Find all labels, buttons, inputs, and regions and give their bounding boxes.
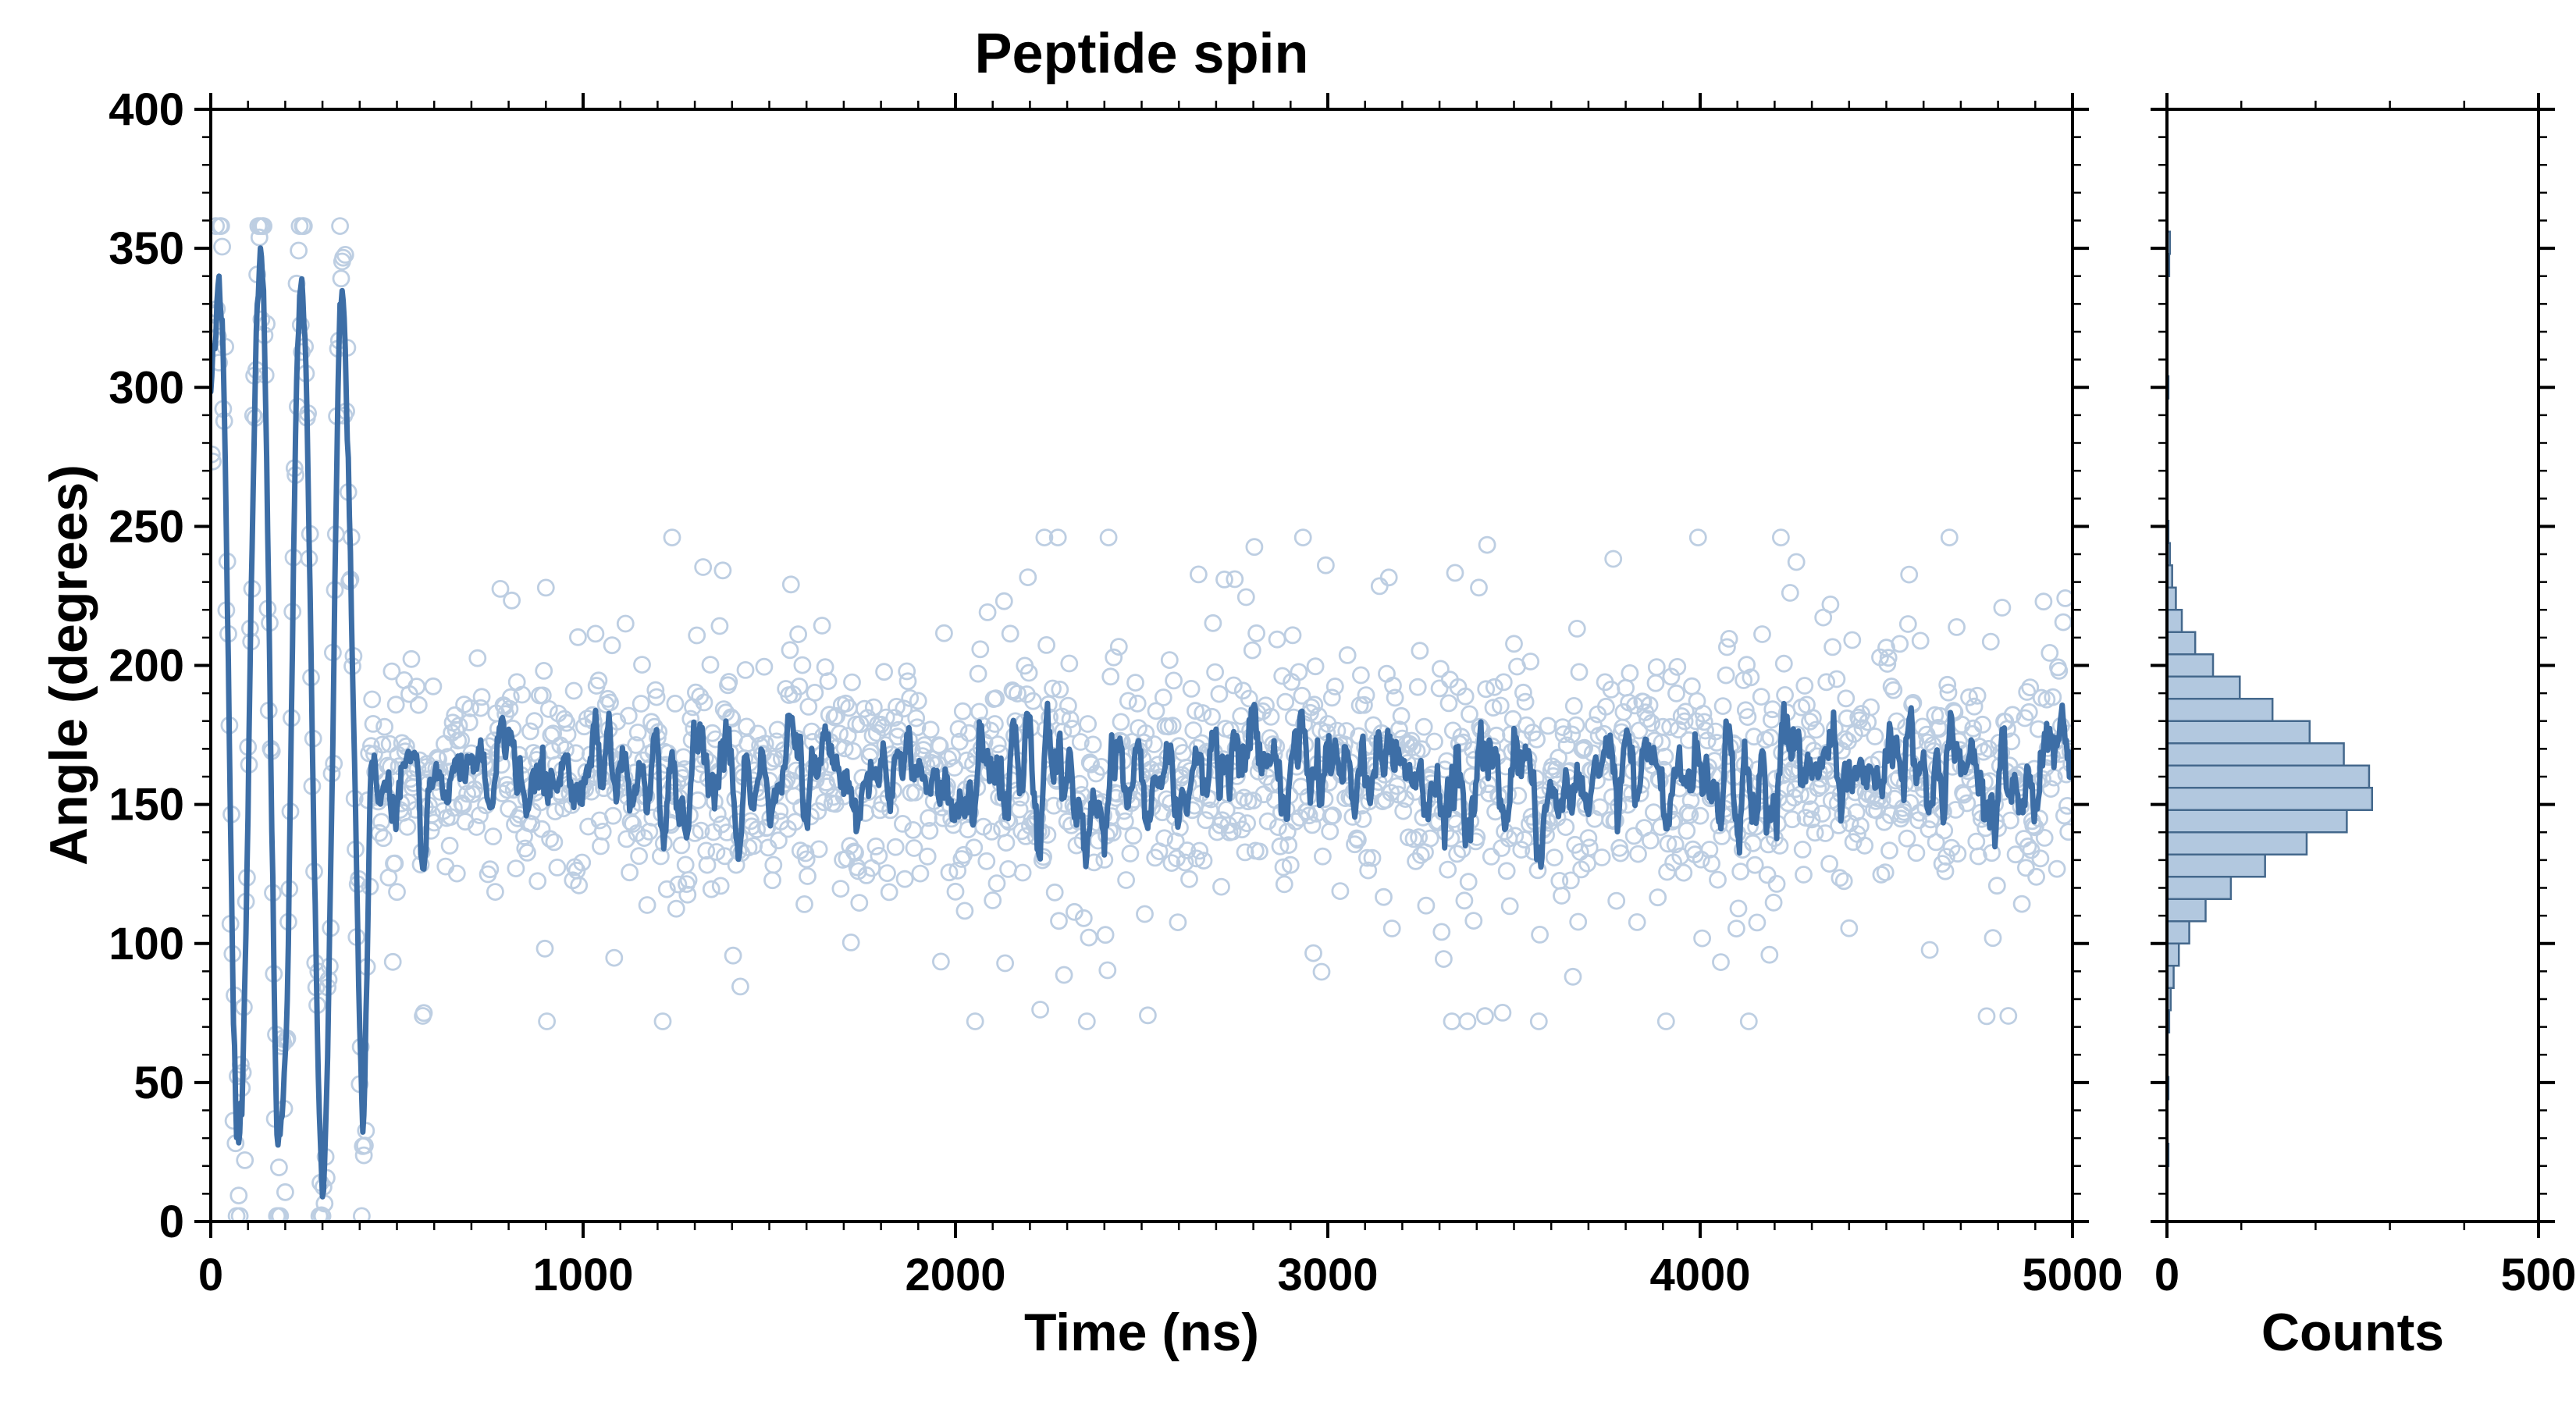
histogram-bar: [2165, 809, 2348, 834]
histogram-bar: [2165, 653, 2215, 678]
x-tick-label: 1000: [532, 1250, 633, 1300]
histogram-bar: [2165, 675, 2241, 700]
histogram-bar: [2165, 720, 2311, 745]
tick-marks: [194, 93, 2555, 1238]
x-tick-label: 0: [198, 1250, 223, 1300]
histogram-bar: [2165, 698, 2274, 722]
tick-labels: 0 1000 2000 3000 4000 50000501001502002503003…: [109, 84, 2576, 1300]
y-tick-label: 200: [109, 641, 184, 692]
histogram-bar: [2165, 853, 2266, 878]
histogram-bar: [2165, 609, 2183, 633]
histogram-bar: [2165, 787, 2374, 811]
x-tick-label: 4000: [1649, 1250, 1750, 1300]
histogram-bar: [2165, 920, 2190, 944]
y-tick-label: 150: [109, 780, 184, 831]
y-tick-label: 300: [109, 362, 184, 413]
histogram-bar: [2165, 876, 2233, 900]
y-tick-label: 0: [159, 1197, 184, 1247]
main-axes-box: [209, 108, 2074, 1223]
x-tick-label: 3000: [1277, 1250, 1378, 1300]
hist-x-tick-label: 500: [2501, 1250, 2576, 1300]
histogram-bar: [2165, 742, 2345, 767]
histogram-bar: [2165, 764, 2371, 789]
histogram-bar: [2165, 942, 2180, 967]
hist-axes-box: [2165, 108, 2540, 1223]
hist-x-tick-label: 0: [2154, 1250, 2179, 1300]
scatter-points: [211, 217, 2073, 1222]
histogram-bar: [2165, 898, 2207, 923]
y-tick-label: 350: [109, 223, 184, 274]
y-tick-label: 100: [109, 919, 184, 969]
x-tick-label: 2000: [905, 1250, 1005, 1300]
histogram-bars: [2165, 230, 2374, 1167]
y-tick-label: 50: [133, 1058, 184, 1108]
x-tick-label: 5000: [2022, 1250, 2122, 1300]
histogram-bar: [2165, 831, 2308, 855]
running-average-line: [211, 245, 2073, 1200]
y-tick-label: 400: [109, 84, 184, 135]
histogram-bar: [2165, 631, 2197, 656]
y-tick-label: 250: [109, 501, 184, 552]
